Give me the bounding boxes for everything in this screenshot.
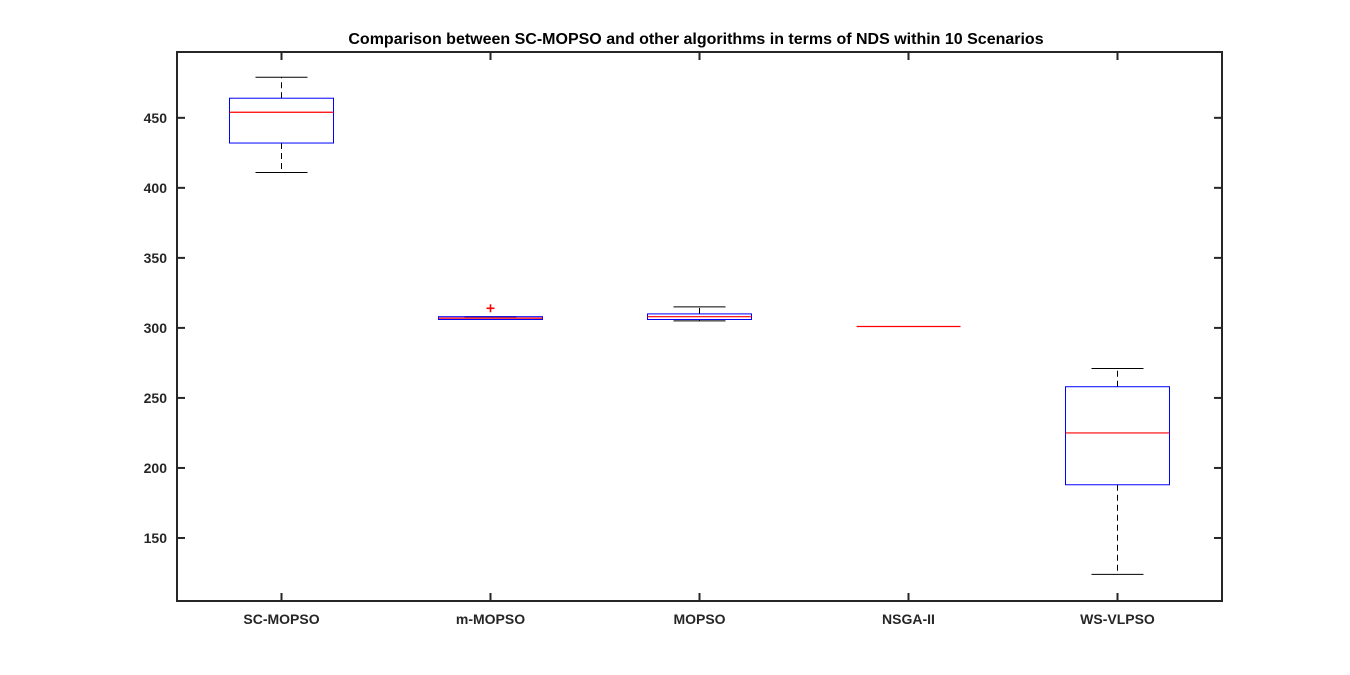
x-tick-label: WS-VLPSO [1080, 611, 1155, 627]
y-tick-label: 400 [144, 180, 168, 196]
chart-title: Comparison between SC-MOPSO and other al… [348, 31, 1043, 48]
x-tick-label: SC-MOPSO [243, 611, 319, 627]
y-tick-label: 450 [144, 110, 168, 126]
x-tick-label: NSGA-II [882, 611, 935, 627]
y-tick-label: 250 [144, 390, 168, 406]
box-group-sc-mopso [229, 76, 334, 173]
x-tick-label: m-MOPSO [456, 611, 525, 627]
axes-layer: 150 200 250 300 350 400 450 SC-MOPSO m-MOPSO MOPS… [144, 51, 1223, 627]
y-tick-label: 300 [144, 320, 168, 336]
box-group-mopso [647, 306, 752, 322]
y-tick-label: 150 [144, 530, 168, 546]
box-group-m-mopso [438, 304, 543, 320]
y-tick-label: 200 [144, 460, 168, 476]
boxes-layer [229, 76, 1170, 575]
x-tick-label: MOPSO [673, 611, 725, 627]
outlier-marker [486, 304, 495, 313]
box-group-ws-vlpso [1065, 368, 1170, 575]
box-iqr [1065, 386, 1170, 486]
box-iqr [229, 97, 334, 144]
y-tick-label: 350 [144, 250, 168, 266]
